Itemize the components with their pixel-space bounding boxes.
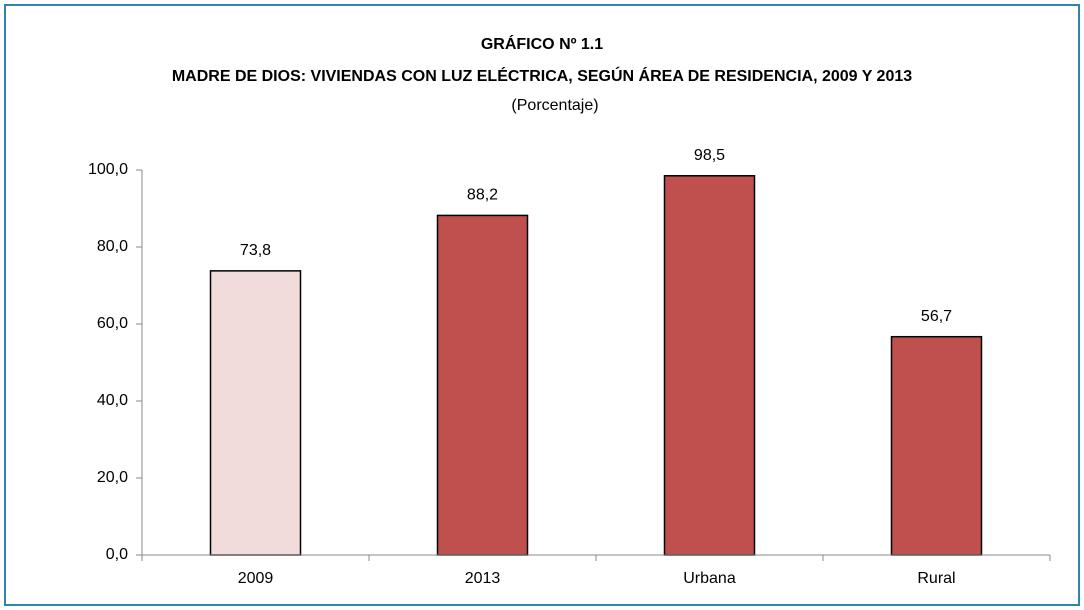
- x-tick-label: 2009: [238, 570, 274, 587]
- x-tick-label: Rural: [917, 570, 955, 587]
- y-tick-label: 100,0: [88, 161, 128, 178]
- y-tick-label: 0,0: [106, 546, 128, 563]
- bar: [436, 214, 529, 556]
- value-label: 56,7: [921, 308, 952, 325]
- value-label: 98,5: [694, 147, 725, 164]
- y-tick-label: 60,0: [97, 315, 128, 332]
- y-tick-label: 80,0: [97, 238, 128, 255]
- bar: [890, 335, 983, 556]
- chart-unit: (Porcentaje): [511, 97, 598, 114]
- value-label: 88,2: [467, 187, 498, 204]
- x-tick-label: Urbana: [683, 570, 736, 587]
- x-tick-label: 2013: [465, 570, 501, 587]
- y-tick-label: 40,0: [97, 392, 128, 409]
- bar: [209, 270, 302, 556]
- chart-title: GRÁFICO Nº 1.1: [481, 34, 603, 53]
- value-label: 73,8: [240, 242, 271, 259]
- y-tick-label: 20,0: [97, 469, 128, 486]
- chart-subtitle: MADRE DE DIOS: VIVIENDAS CON LUZ ELÉCTRI…: [172, 66, 912, 85]
- bar: [663, 175, 756, 556]
